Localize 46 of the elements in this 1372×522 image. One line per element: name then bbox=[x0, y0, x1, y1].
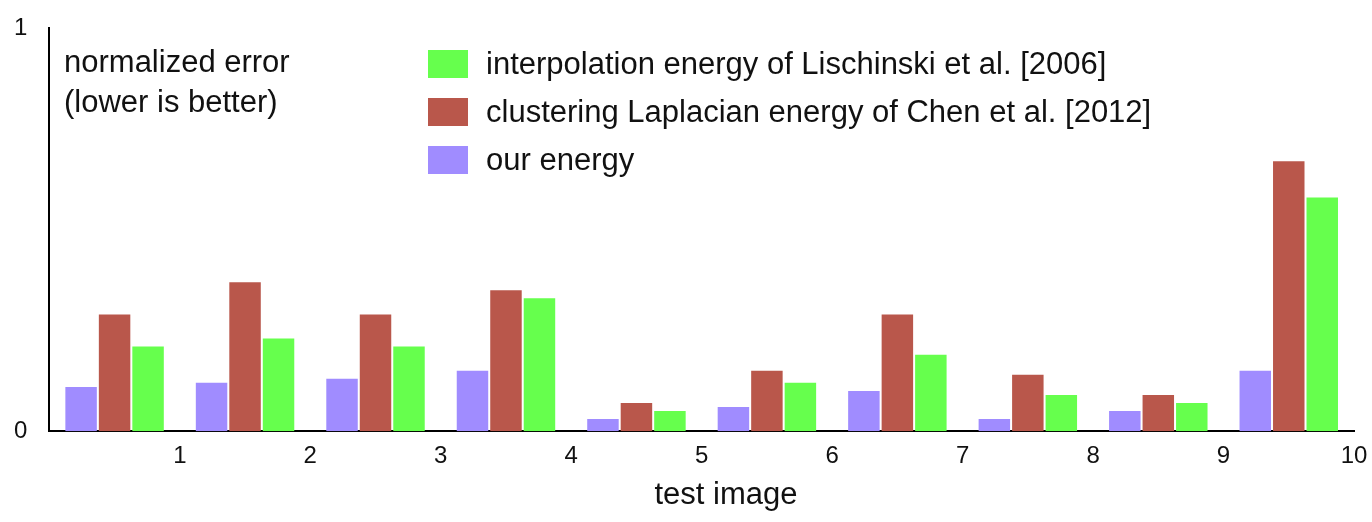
bar bbox=[65, 386, 97, 432]
bar bbox=[195, 382, 228, 432]
x-tick-label: 4 bbox=[564, 441, 578, 469]
bar bbox=[98, 314, 131, 432]
bar bbox=[326, 378, 358, 432]
bar bbox=[717, 407, 750, 432]
legend-label: our energy bbox=[486, 142, 635, 178]
legend-label: interpolation energy of Lischinski et al. [2006] bbox=[486, 46, 1107, 82]
x-tick-label: 2 bbox=[303, 441, 317, 469]
y-axis-title: normalized error (lower is better) bbox=[64, 43, 290, 121]
x-tick-label: 9 bbox=[1216, 441, 1231, 469]
bar bbox=[1109, 411, 1141, 432]
bar bbox=[393, 346, 425, 432]
bar bbox=[262, 338, 295, 432]
x-tick-label: 8 bbox=[1086, 441, 1100, 469]
bar bbox=[881, 314, 914, 432]
bar bbox=[523, 298, 556, 432]
legend-label: clustering Laplacian energy of Chen et al. [2012] bbox=[486, 94, 1152, 130]
bar bbox=[1176, 403, 1208, 432]
bar bbox=[784, 382, 817, 432]
bar bbox=[587, 419, 619, 432]
bar bbox=[229, 282, 261, 432]
x-tick-label: 3 bbox=[434, 441, 448, 469]
x-tick-label: 1 bbox=[173, 441, 187, 469]
x-tick-label: 10 bbox=[1340, 441, 1368, 469]
bar bbox=[490, 290, 522, 432]
bar bbox=[1012, 374, 1044, 432]
x-tick-label: 7 bbox=[955, 441, 970, 469]
bar bbox=[1273, 161, 1305, 432]
x-axis-title: test image bbox=[653, 476, 799, 512]
x-tick-label: 6 bbox=[825, 441, 839, 469]
bar bbox=[848, 390, 880, 432]
bar bbox=[620, 403, 653, 432]
y-tick-label: 0 bbox=[13, 415, 28, 443]
bar bbox=[456, 370, 489, 432]
bar bbox=[915, 354, 947, 432]
x-tick-label: 5 bbox=[694, 441, 709, 469]
bar bbox=[132, 346, 164, 432]
bar bbox=[359, 314, 392, 432]
bar bbox=[1239, 370, 1272, 432]
bar bbox=[978, 419, 1011, 432]
bar bbox=[1306, 197, 1338, 432]
bar bbox=[654, 411, 686, 432]
bar bbox=[1142, 394, 1175, 432]
bar bbox=[751, 370, 783, 432]
bar bbox=[1045, 394, 1078, 432]
